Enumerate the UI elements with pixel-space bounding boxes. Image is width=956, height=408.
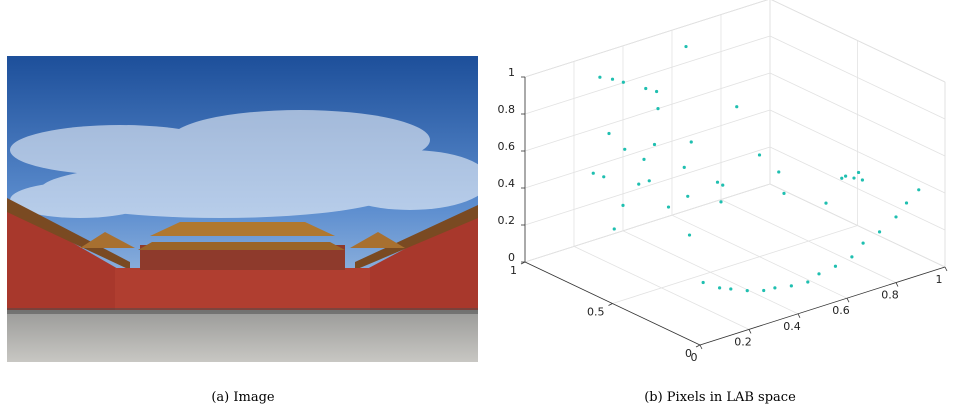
z-tick-label: 0.4 bbox=[498, 177, 516, 190]
point bbox=[592, 172, 595, 175]
point bbox=[718, 286, 721, 289]
point bbox=[686, 195, 689, 198]
grid-line bbox=[525, 73, 770, 151]
grid-line bbox=[525, 36, 770, 114]
y-tick bbox=[609, 304, 613, 306]
point bbox=[655, 90, 658, 93]
point bbox=[905, 201, 908, 204]
point bbox=[622, 81, 625, 84]
point bbox=[637, 183, 640, 186]
z-tick-label: 0.6 bbox=[498, 140, 516, 153]
z-tick-label: 1 bbox=[508, 66, 515, 79]
point bbox=[917, 188, 920, 191]
point bbox=[602, 175, 605, 178]
point bbox=[777, 170, 780, 173]
point bbox=[844, 175, 847, 178]
y-tick-label: 0.5 bbox=[587, 306, 605, 319]
point bbox=[684, 45, 687, 48]
point bbox=[648, 179, 651, 182]
point bbox=[857, 171, 860, 174]
point bbox=[861, 178, 864, 181]
point bbox=[598, 76, 601, 79]
grid-line bbox=[613, 226, 858, 304]
point bbox=[644, 87, 647, 90]
point bbox=[806, 280, 809, 283]
point bbox=[690, 140, 693, 143]
z-tick-label: 0.2 bbox=[498, 214, 516, 227]
x-axis bbox=[700, 267, 945, 345]
point bbox=[782, 192, 785, 195]
point bbox=[623, 148, 626, 151]
x-tick bbox=[700, 345, 702, 349]
x-tick bbox=[896, 283, 898, 287]
point bbox=[642, 158, 645, 161]
y-tick-label: 1 bbox=[510, 264, 517, 277]
photo bbox=[7, 56, 490, 362]
z-tick-label: 0.8 bbox=[498, 103, 516, 116]
point bbox=[773, 286, 776, 289]
point bbox=[758, 153, 761, 156]
y-tick bbox=[696, 345, 700, 347]
point bbox=[894, 215, 897, 218]
point bbox=[746, 289, 749, 292]
point bbox=[850, 255, 853, 258]
caption: (b) Pixels in LAB space bbox=[644, 390, 796, 405]
point bbox=[683, 166, 686, 169]
point bbox=[667, 205, 670, 208]
z-tick-label: 0 bbox=[508, 251, 515, 264]
x-tick bbox=[847, 298, 849, 302]
point bbox=[790, 284, 793, 287]
y-tick-label: 0 bbox=[685, 347, 692, 360]
point bbox=[716, 181, 719, 184]
grid-line bbox=[525, 110, 770, 188]
point bbox=[656, 107, 659, 110]
point bbox=[611, 78, 614, 81]
point bbox=[840, 177, 843, 180]
point bbox=[721, 184, 724, 187]
x-tick-label: 1 bbox=[936, 273, 943, 286]
figure: (a) Image (b) Pixels in LAB space 0 0.2 0.… bbox=[0, 0, 956, 408]
grid-line bbox=[525, 184, 770, 262]
x-tick bbox=[749, 329, 751, 333]
x-tick-label: 0.4 bbox=[783, 320, 801, 333]
point bbox=[653, 143, 656, 146]
x-tick-label: 0.2 bbox=[734, 335, 752, 348]
point bbox=[817, 272, 820, 275]
point bbox=[729, 287, 732, 290]
x-tick bbox=[798, 314, 800, 318]
point bbox=[824, 202, 827, 205]
point bbox=[621, 204, 624, 207]
point bbox=[702, 281, 705, 284]
point bbox=[878, 230, 881, 233]
caption: (a) Image bbox=[211, 390, 275, 405]
point bbox=[613, 227, 616, 230]
grid-line bbox=[525, 147, 770, 225]
point bbox=[834, 265, 837, 268]
point bbox=[688, 233, 691, 236]
point bbox=[607, 132, 610, 135]
point bbox=[719, 200, 722, 203]
grid-line bbox=[525, 0, 770, 77]
page: (a) Image (b) Pixels in LAB space 0 0.2 0.… bbox=[0, 0, 956, 408]
point bbox=[762, 289, 765, 292]
x-tick-label: 0.8 bbox=[881, 289, 899, 302]
point bbox=[852, 176, 855, 179]
point bbox=[735, 105, 738, 108]
x-tick-label: 0.6 bbox=[832, 304, 850, 317]
x-tick bbox=[945, 267, 947, 271]
point bbox=[862, 242, 865, 245]
